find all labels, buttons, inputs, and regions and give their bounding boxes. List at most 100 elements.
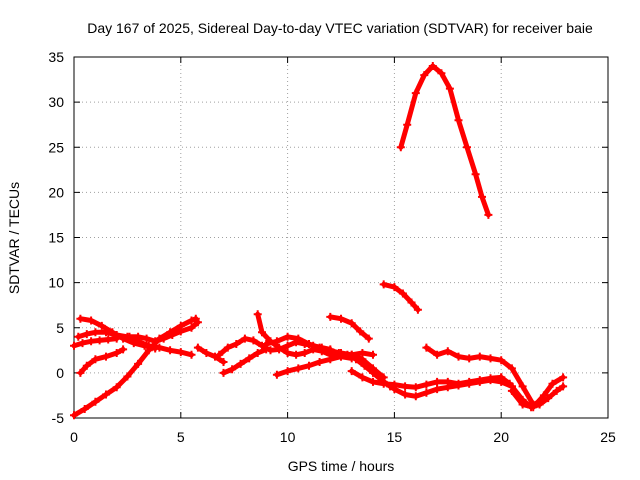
x-tick-label: 0 bbox=[70, 429, 78, 445]
data-point bbox=[347, 319, 356, 328]
data-point bbox=[369, 377, 377, 386]
data-point bbox=[315, 343, 324, 352]
data-point bbox=[369, 368, 377, 377]
data-point bbox=[529, 403, 538, 412]
series-arc-11 bbox=[219, 345, 271, 377]
data-point bbox=[202, 349, 211, 357]
data-point bbox=[315, 358, 324, 366]
data-point bbox=[300, 349, 309, 357]
data-point bbox=[411, 392, 420, 401]
data-point bbox=[422, 343, 431, 352]
series-arc-8 bbox=[125, 318, 202, 346]
data-point bbox=[396, 143, 405, 152]
data-point bbox=[129, 339, 138, 348]
x-tick-label: 10 bbox=[280, 429, 296, 445]
y-axis-label: SDTVAR / TECUs bbox=[6, 182, 22, 294]
data-point bbox=[108, 328, 117, 337]
y-axis-tick-labels: -5 0 5 10 15 20 25 30 35 bbox=[48, 49, 64, 426]
data-point bbox=[87, 316, 96, 325]
data-point bbox=[347, 367, 356, 376]
series-line bbox=[423, 345, 547, 407]
x-axis-tick-labels: 0 5 10 15 20 25 bbox=[70, 429, 616, 445]
data-point bbox=[151, 337, 160, 346]
data-point bbox=[134, 359, 143, 368]
x-tick-label: 20 bbox=[493, 429, 509, 445]
data-point bbox=[236, 359, 245, 368]
data-point bbox=[187, 323, 196, 332]
data-point bbox=[272, 337, 281, 346]
data-point bbox=[465, 379, 474, 388]
data-point bbox=[411, 89, 420, 98]
y-tick-label: 0 bbox=[56, 365, 64, 381]
series-arc-2 bbox=[379, 280, 422, 314]
data-point bbox=[125, 332, 134, 341]
data-point bbox=[76, 368, 85, 377]
data-point bbox=[104, 335, 113, 344]
y-tick-label: 20 bbox=[48, 184, 64, 200]
data-point bbox=[422, 388, 431, 397]
data-point bbox=[539, 391, 548, 400]
data-point bbox=[294, 334, 303, 343]
data-point bbox=[112, 334, 121, 343]
y-tick-label: 25 bbox=[48, 139, 64, 155]
data-point bbox=[187, 350, 196, 359]
data-point bbox=[245, 354, 254, 363]
data-point bbox=[91, 328, 100, 337]
y-tick-label: 35 bbox=[48, 49, 64, 65]
series-line bbox=[509, 374, 566, 410]
data-point bbox=[486, 376, 495, 385]
data-point bbox=[559, 373, 568, 382]
data-point bbox=[294, 364, 303, 373]
data-point bbox=[398, 289, 407, 298]
data-point bbox=[140, 341, 149, 350]
data-point bbox=[326, 346, 335, 355]
series-arc-6 bbox=[70, 334, 121, 350]
data-point bbox=[272, 370, 281, 379]
data-point bbox=[80, 405, 89, 413]
data-point bbox=[445, 84, 454, 93]
data-point bbox=[407, 298, 416, 307]
data-point bbox=[471, 170, 480, 179]
series-arc-9 bbox=[193, 343, 228, 366]
series-line bbox=[327, 314, 372, 342]
data-point bbox=[283, 349, 292, 357]
data-point bbox=[403, 120, 412, 129]
data-point bbox=[142, 334, 151, 343]
data-point bbox=[119, 345, 128, 354]
series-arc-19 bbox=[422, 343, 548, 409]
data-point bbox=[420, 71, 429, 80]
data-point bbox=[552, 386, 561, 395]
data-point bbox=[497, 356, 506, 365]
series-arc-21 bbox=[507, 373, 568, 412]
data-point bbox=[228, 365, 237, 374]
grid-lines bbox=[74, 57, 608, 418]
data-point bbox=[390, 385, 399, 394]
x-axis-label: GPS time / hours bbox=[288, 458, 395, 474]
series-arc-7 bbox=[76, 345, 128, 377]
data-point bbox=[283, 367, 292, 376]
series-arc-15 bbox=[272, 349, 377, 379]
data-series bbox=[70, 62, 568, 420]
data-point bbox=[102, 352, 110, 361]
data-point bbox=[454, 352, 463, 361]
data-point bbox=[356, 327, 365, 336]
series-arc-1 bbox=[396, 62, 493, 219]
data-point bbox=[352, 355, 360, 364]
data-point bbox=[337, 352, 345, 361]
data-point bbox=[443, 383, 452, 392]
data-point bbox=[379, 280, 388, 289]
data-point bbox=[215, 350, 224, 359]
y-tick-label: 5 bbox=[56, 320, 64, 336]
data-point bbox=[151, 344, 160, 353]
data-point bbox=[475, 352, 484, 361]
data-point bbox=[82, 361, 91, 370]
data-point bbox=[379, 377, 388, 386]
data-point bbox=[159, 334, 168, 343]
data-point bbox=[559, 382, 568, 391]
series-line bbox=[274, 350, 376, 378]
series-arc-5 bbox=[76, 314, 160, 353]
data-point bbox=[78, 339, 87, 348]
data-point bbox=[176, 348, 185, 357]
data-point bbox=[262, 340, 271, 348]
data-point bbox=[87, 337, 96, 346]
